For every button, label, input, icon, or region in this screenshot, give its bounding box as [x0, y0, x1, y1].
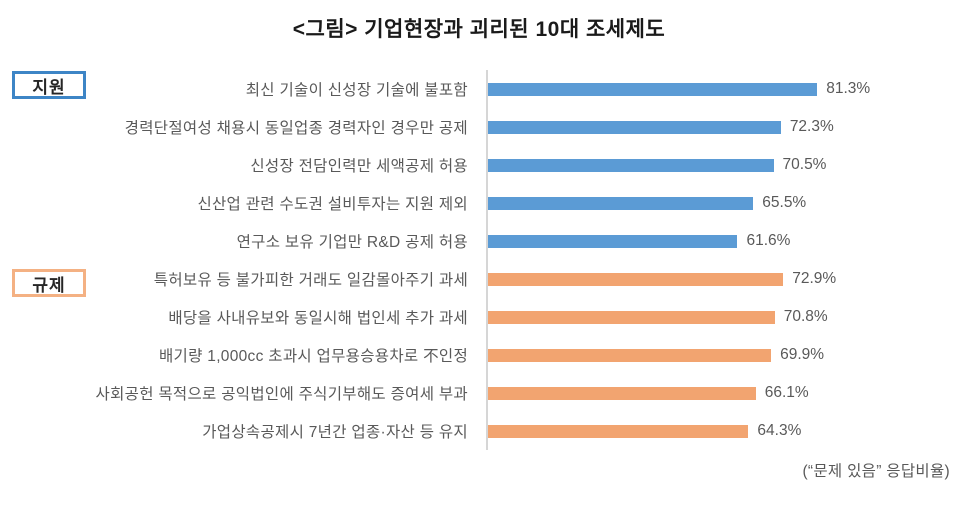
- bar-지원-1: [488, 120, 781, 134]
- bar-규제-3: [488, 386, 756, 400]
- bar-value-label: 72.9%: [792, 270, 837, 287]
- group-badge-regulation: 규제: [12, 269, 86, 297]
- bar-category-label: 연구소 보유 기업만 R&D 공제 허용: [236, 234, 468, 251]
- chart-row: 신성장 전담인력만 세액공제 허용 70.5%: [0, 146, 958, 184]
- bar-category-label: 신산업 관련 수도권 설비투자는 지원 제외: [197, 196, 468, 213]
- bar-category-label: 배당을 사내유보와 동일시해 법인세 추가 과세: [168, 310, 468, 327]
- bar-category-label: 가업상속공제시 7년간 업종·자산 등 유지: [202, 424, 468, 441]
- bar-value-label: 81.3%: [826, 80, 871, 97]
- chart-row: 가업상속공제시 7년간 업종·자산 등 유지 64.3%: [0, 412, 958, 450]
- bar-규제-4: [488, 424, 749, 438]
- bar-value-label: 66.1%: [764, 384, 809, 401]
- bar-value-label: 72.3%: [789, 118, 834, 135]
- bar-category-label: 사회공헌 목적으로 공익법인에 주식기부해도 증여세 부과: [95, 386, 468, 403]
- bar-track: 65.5%: [486, 184, 958, 222]
- bar-value-label: 70.8%: [783, 308, 828, 325]
- bar-지원-4: [488, 234, 738, 248]
- bar-track: 66.1%: [486, 374, 958, 412]
- bar-value-label: 70.5%: [782, 156, 827, 173]
- chart-row: 경력단절여성 채용시 동일업종 경력자인 경우만 공제 72.3%: [0, 108, 958, 146]
- bar-규제-0: [488, 272, 784, 286]
- bar-track: 69.9%: [486, 336, 958, 374]
- group-badge-support-label: 지원: [32, 77, 66, 97]
- bar-category-label: 배기량 1,000cc 초과시 업무용승용차로 不인정: [158, 348, 468, 365]
- bar-track: 81.3%: [486, 70, 958, 108]
- chart-row: 배당을 사내유보와 동일시해 법인세 추가 과세 70.8%: [0, 298, 958, 336]
- chart-footnote: (“문제 있음” 응답비율): [802, 463, 950, 480]
- group-badge-regulation-label: 규제: [32, 275, 66, 295]
- bar-지원-0: [488, 82, 818, 96]
- chart-row: 신산업 관련 수도권 설비투자는 지원 제외 65.5%: [0, 184, 958, 222]
- bar-규제-2: [488, 348, 772, 362]
- bar-category-label: 신성장 전담인력만 세액공제 허용: [250, 158, 468, 175]
- bar-track: 61.6%: [486, 222, 958, 260]
- chart-row: 사회공헌 목적으로 공익법인에 주식기부해도 증여세 부과 66.1%: [0, 374, 958, 412]
- bar-value-label: 69.9%: [780, 346, 825, 363]
- bar-track: 64.3%: [486, 412, 958, 450]
- bar-track: 72.3%: [486, 108, 958, 146]
- bar-value-label: 65.5%: [762, 194, 807, 211]
- chart-row: 특허보유 등 불가피한 거래도 일감몰아주기 과세 72.9%: [0, 260, 958, 298]
- bar-value-label: 61.6%: [746, 232, 791, 249]
- bar-value-label: 64.3%: [757, 422, 802, 439]
- bar-category-label: 최신 기술이 신성장 기술에 불포함: [245, 82, 468, 99]
- bar-규제-1: [488, 310, 775, 324]
- bar-category-label: 특허보유 등 불가피한 거래도 일감몰아주기 과세: [153, 272, 468, 289]
- chart-row: 최신 기술이 신성장 기술에 불포함 81.3%: [0, 70, 958, 108]
- bar-track: 72.9%: [486, 260, 958, 298]
- bar-지원-3: [488, 196, 754, 210]
- bar-rows: 최신 기술이 신성장 기술에 불포함 81.3% 경력단절여성 채용시 동일업종 경…: [0, 70, 958, 450]
- bar-track: 70.5%: [486, 146, 958, 184]
- bar-지원-2: [488, 158, 774, 172]
- chart-row: 배기량 1,000cc 초과시 업무용승용차로 不인정 69.9%: [0, 336, 958, 374]
- group-badge-support: 지원: [12, 71, 86, 99]
- chart-row: 연구소 보유 기업만 R&D 공제 허용 61.6%: [0, 222, 958, 260]
- chart-title: <그림> 기업현장과 괴리된 10대 조세제도: [292, 18, 666, 41]
- bar-track: 70.8%: [486, 298, 958, 336]
- bar-category-label: 경력단절여성 채용시 동일업종 경력자인 경우만 공제: [124, 120, 468, 137]
